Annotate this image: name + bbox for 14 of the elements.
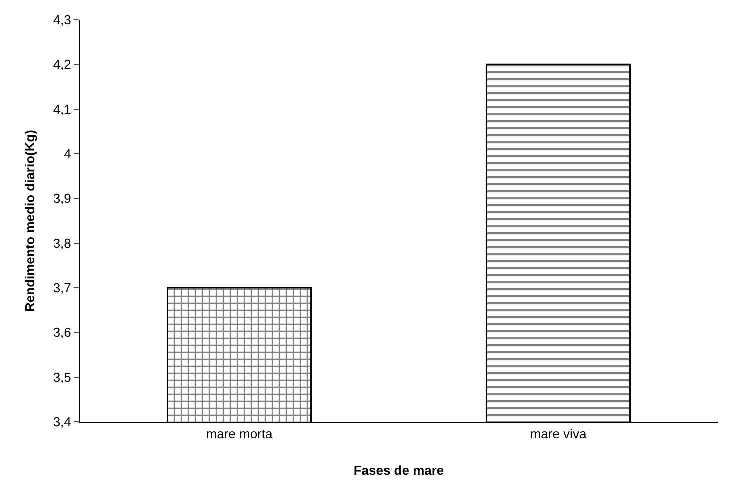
y-tick-label: 3,6 [53,325,72,340]
y-tick-label: 4 [64,146,72,162]
y-tick-label: 3,8 [53,236,72,251]
y-tick-label: 4,1 [53,102,72,117]
x-tick-label: mare viva [530,426,588,442]
y-tick-label: 3,7 [53,280,72,296]
y-tick-label: 3,5 [53,370,72,385]
y-tick-label: 4,3 [53,12,72,28]
y-tick-label: 4,2 [53,57,72,72]
y-axis-title: Rendimento medio diario(Kg) [22,130,38,312]
x-tick-label: mare morta [206,426,274,442]
y-tick-label: 3,9 [53,191,72,206]
x-axis-title: Fases de mare [354,463,444,478]
y-tick-label: 3,4 [53,414,72,430]
